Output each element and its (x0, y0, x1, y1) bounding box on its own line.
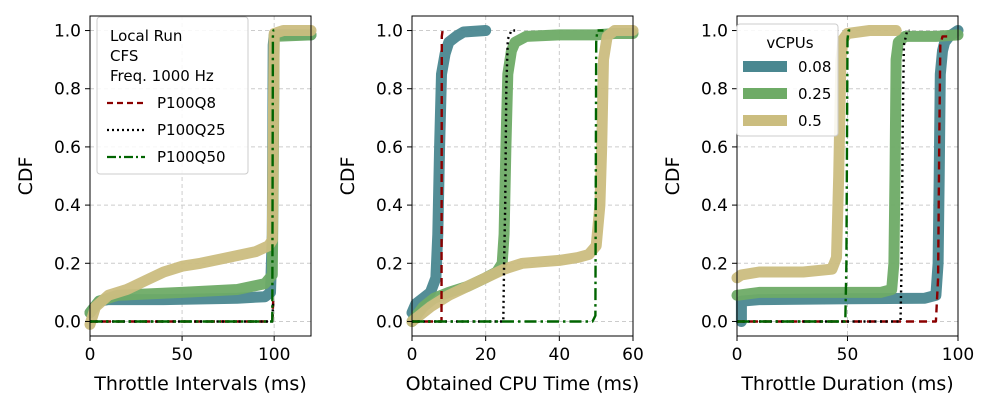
x-tick-label: 50 (837, 345, 859, 365)
y-tick-label: 0.4 (701, 196, 728, 216)
x-axis-label: Throttle Intervals (ms) (93, 373, 307, 395)
x-tick-label: 40 (549, 345, 571, 365)
legend: Local Run CFS Freq. 1000 Hz P100Q8 P100Q… (96, 16, 249, 175)
legend-swatch-0-08 (743, 61, 787, 72)
y-axis-label: CDF (662, 157, 684, 196)
x-tick-label: 0 (732, 345, 743, 365)
series-line-0-25 (731, 29, 964, 301)
legend-label-0-25: 0.25 (798, 85, 831, 103)
legend-label-p100q50: P100Q50 (157, 148, 226, 166)
y-tick-label: 0.0 (701, 312, 728, 332)
panel-throttle-intervals: 0 50 100 0.0 0.2 0.4 0.6 0.8 1.0 Throttle Interv… (15, 15, 317, 395)
y-tick-label: 0.2 (376, 254, 403, 274)
ticks: 0 50 100 0.0 0.2 0.4 0.6 0.8 1.0 (54, 22, 290, 365)
y-tick-label: 1.0 (376, 22, 403, 42)
y-tick-label: 0.0 (376, 312, 403, 332)
series-line-p100q50 (412, 29, 604, 323)
legend-label-p100q8: P100Q8 (157, 94, 216, 112)
series-line-p100q25 (90, 299, 275, 323)
x-axis-label: Throttle Duration (ms) (740, 373, 953, 395)
y-tick-label: 0.8 (54, 80, 81, 100)
series-line-0-5 (406, 25, 639, 327)
y-axis-label: CDF (15, 157, 37, 196)
ticks: 0 20 40 60 0.0 0.2 0.4 0.6 0.8 1.0 (376, 22, 644, 365)
y-tick-label: 0.8 (376, 80, 403, 100)
legend-label-0-5: 0.5 (798, 112, 822, 130)
legend-title-line-3: Freq. 1000 Hz (110, 67, 214, 85)
axes-frame (89, 15, 312, 337)
y-tick-label: 0.6 (54, 138, 81, 158)
legend-title-line-2: CFS (110, 47, 138, 65)
y-tick-label: 0.4 (54, 196, 81, 216)
y-tick-label: 0.6 (701, 138, 728, 158)
legend-swatch-0-25 (743, 88, 787, 99)
series-line-p100q50 (737, 29, 852, 323)
y-tick-label: 1.0 (701, 22, 728, 42)
series-line-0-5 (731, 25, 902, 284)
panel-throttle-duration: 0 50 100 0.0 0.2 0.4 0.6 0.8 1.0 Throttle Durati… (662, 15, 974, 395)
series-line-0-08 (406, 25, 492, 319)
y-tick-label: 0.8 (701, 80, 728, 100)
series-line-0-08 (735, 25, 964, 327)
series-group (84, 25, 317, 330)
x-tick-label: 0 (407, 345, 418, 365)
legend-title-line-1: Local Run (110, 27, 182, 45)
y-tick-label: 0.2 (701, 254, 728, 274)
series-line-0-5 (84, 25, 317, 330)
y-axis-label: CDF (337, 157, 359, 196)
axes-frame (411, 15, 634, 337)
x-tick-label: 60 (622, 345, 644, 365)
panel-obtained-cpu-time: 0 20 40 60 0.0 0.2 0.4 0.6 0.8 1.0 Obtained CPU T… (337, 15, 644, 395)
legend-label-p100q25: P100Q25 (157, 121, 226, 139)
y-tick-label: 0.4 (376, 196, 403, 216)
legend-swatch-0-5 (743, 115, 787, 126)
x-tick-label: 100 (942, 345, 974, 365)
x-axis-label: Obtained CPU Time (ms) (406, 373, 640, 395)
legend-title: vCPUs (766, 34, 813, 52)
series-line-p100q8 (737, 35, 950, 323)
legend-label-0-08: 0.08 (798, 58, 831, 76)
ticks: 0 50 100 0.0 0.2 0.4 0.6 0.8 1.0 (701, 22, 974, 365)
x-tick-label: 50 (171, 345, 193, 365)
series-line-p100q25 (412, 29, 516, 323)
y-tick-label: 0.2 (54, 254, 81, 274)
series-group (731, 25, 964, 327)
x-tick-label: 100 (258, 345, 290, 365)
series-line-p100q50 (90, 29, 275, 323)
legend-frame (736, 23, 839, 137)
y-tick-label: 0.6 (376, 138, 403, 158)
legend: vCPUs 0.08 0.25 0.5 (736, 23, 839, 137)
y-tick-label: 1.0 (54, 22, 81, 42)
y-tick-label: 0.0 (54, 312, 81, 332)
x-tick-label: 0 (85, 345, 96, 365)
legend-frame (96, 16, 249, 175)
series-line-p100q8 (412, 30, 444, 323)
x-tick-label: 20 (475, 345, 497, 365)
series-group (406, 25, 639, 327)
